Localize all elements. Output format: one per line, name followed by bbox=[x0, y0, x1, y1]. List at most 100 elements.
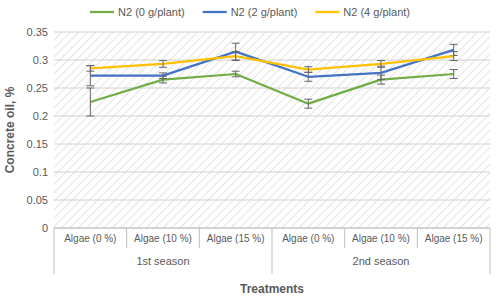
error-cap bbox=[86, 85, 94, 86]
error-cap bbox=[159, 82, 167, 83]
y-tick-label: 0 bbox=[42, 222, 48, 234]
error-cap bbox=[232, 43, 240, 44]
grid-line bbox=[54, 144, 490, 145]
legend-item: N2 (2 g/plant) bbox=[203, 6, 298, 18]
y-tick-label: 0.1 bbox=[33, 166, 48, 178]
grid-line bbox=[54, 116, 490, 117]
error-cap bbox=[86, 65, 94, 66]
error-cap bbox=[159, 60, 167, 61]
error-stem bbox=[453, 52, 454, 61]
error-bar bbox=[377, 61, 385, 68]
error-bar bbox=[232, 52, 240, 61]
y-tick-label: 0.3 bbox=[33, 54, 48, 66]
error-cap bbox=[377, 67, 385, 68]
error-cap bbox=[377, 60, 385, 61]
error-bar bbox=[159, 61, 167, 68]
grid-line bbox=[54, 200, 490, 201]
legend-swatch bbox=[315, 11, 339, 13]
error-stem bbox=[453, 70, 454, 79]
x-tick-label: Algae (15 %) bbox=[207, 233, 265, 244]
error-stem bbox=[381, 61, 382, 68]
error-stem bbox=[90, 88, 91, 116]
category-separator bbox=[417, 228, 418, 248]
error-cap bbox=[159, 72, 167, 73]
legend-item: N2 (4 g/plant) bbox=[315, 6, 410, 18]
grid-line bbox=[54, 32, 490, 33]
group-separator bbox=[490, 228, 491, 274]
error-cap bbox=[232, 71, 240, 72]
error-stem bbox=[381, 66, 382, 79]
error-stem bbox=[308, 72, 309, 81]
series-line bbox=[90, 74, 453, 104]
error-cap bbox=[304, 81, 312, 82]
legend-swatch bbox=[90, 11, 114, 13]
error-cap bbox=[450, 60, 458, 61]
legend-label: N2 (0 g/plant) bbox=[118, 6, 185, 18]
error-cap bbox=[86, 71, 94, 72]
x-axis-title: Treatments bbox=[240, 282, 304, 296]
error-cap bbox=[304, 72, 312, 73]
group-separator bbox=[272, 228, 273, 274]
category-separator bbox=[344, 228, 345, 248]
legend-item: N2 (0 g/plant) bbox=[90, 6, 185, 18]
error-cap bbox=[86, 65, 94, 66]
y-tick-label: 0.05 bbox=[27, 194, 48, 206]
plot-area bbox=[54, 32, 490, 228]
error-cap bbox=[377, 79, 385, 80]
y-tick-label: 0.25 bbox=[27, 82, 48, 94]
error-bar bbox=[86, 66, 94, 72]
x-tick-label: Algae (0 %) bbox=[282, 233, 334, 244]
error-stem bbox=[308, 67, 309, 73]
x-tick-label: Algae (15 %) bbox=[425, 233, 483, 244]
category-separator bbox=[199, 228, 200, 248]
error-cap bbox=[304, 99, 312, 100]
error-cap bbox=[450, 69, 458, 70]
error-cap bbox=[232, 60, 240, 61]
error-stem bbox=[235, 71, 236, 77]
series-line bbox=[90, 50, 453, 77]
group-separator bbox=[54, 228, 55, 274]
error-cap bbox=[86, 116, 94, 117]
category-separator bbox=[126, 228, 127, 248]
error-bar bbox=[304, 67, 312, 73]
plot-group bbox=[86, 43, 457, 116]
error-cap bbox=[450, 78, 458, 79]
error-bar bbox=[450, 52, 458, 61]
series-line bbox=[90, 56, 453, 69]
x-tick-label: Algae (10 %) bbox=[352, 233, 410, 244]
legend-label: N2 (2 g/plant) bbox=[231, 6, 298, 18]
error-cap bbox=[450, 51, 458, 52]
error-cap bbox=[304, 72, 312, 73]
error-bar bbox=[86, 88, 94, 116]
y-tick-label: 0.2 bbox=[33, 110, 48, 122]
error-cap bbox=[304, 108, 312, 109]
error-stem bbox=[90, 66, 91, 72]
grid-line bbox=[54, 172, 490, 173]
background bbox=[0, 0, 500, 300]
legend-swatch bbox=[203, 11, 227, 13]
error-stem bbox=[90, 66, 91, 86]
error-stem bbox=[163, 73, 164, 79]
error-bar bbox=[377, 66, 385, 79]
x-tick-label: Algae (0 %) bbox=[64, 233, 116, 244]
error-cap bbox=[86, 88, 94, 89]
error-bar bbox=[304, 99, 312, 108]
error-cap bbox=[232, 51, 240, 52]
error-cap bbox=[450, 44, 458, 45]
error-cap bbox=[159, 67, 167, 68]
y-axis-title: Concrete oil, % bbox=[3, 86, 17, 173]
error-stem bbox=[163, 61, 164, 68]
error-bar bbox=[232, 71, 240, 77]
group-label: 1st season bbox=[136, 255, 189, 267]
error-cap bbox=[377, 84, 385, 85]
error-bar bbox=[159, 73, 167, 79]
legend-label: N2 (4 g/plant) bbox=[343, 6, 410, 18]
error-bar bbox=[450, 70, 458, 79]
y-tick-label: 0.15 bbox=[27, 138, 48, 150]
error-stem bbox=[235, 52, 236, 61]
y-tick-label: 0.35 bbox=[27, 26, 48, 38]
error-bar bbox=[304, 72, 312, 81]
error-cap bbox=[232, 76, 240, 77]
group-label: 2nd season bbox=[353, 255, 410, 267]
error-stem bbox=[308, 99, 309, 108]
